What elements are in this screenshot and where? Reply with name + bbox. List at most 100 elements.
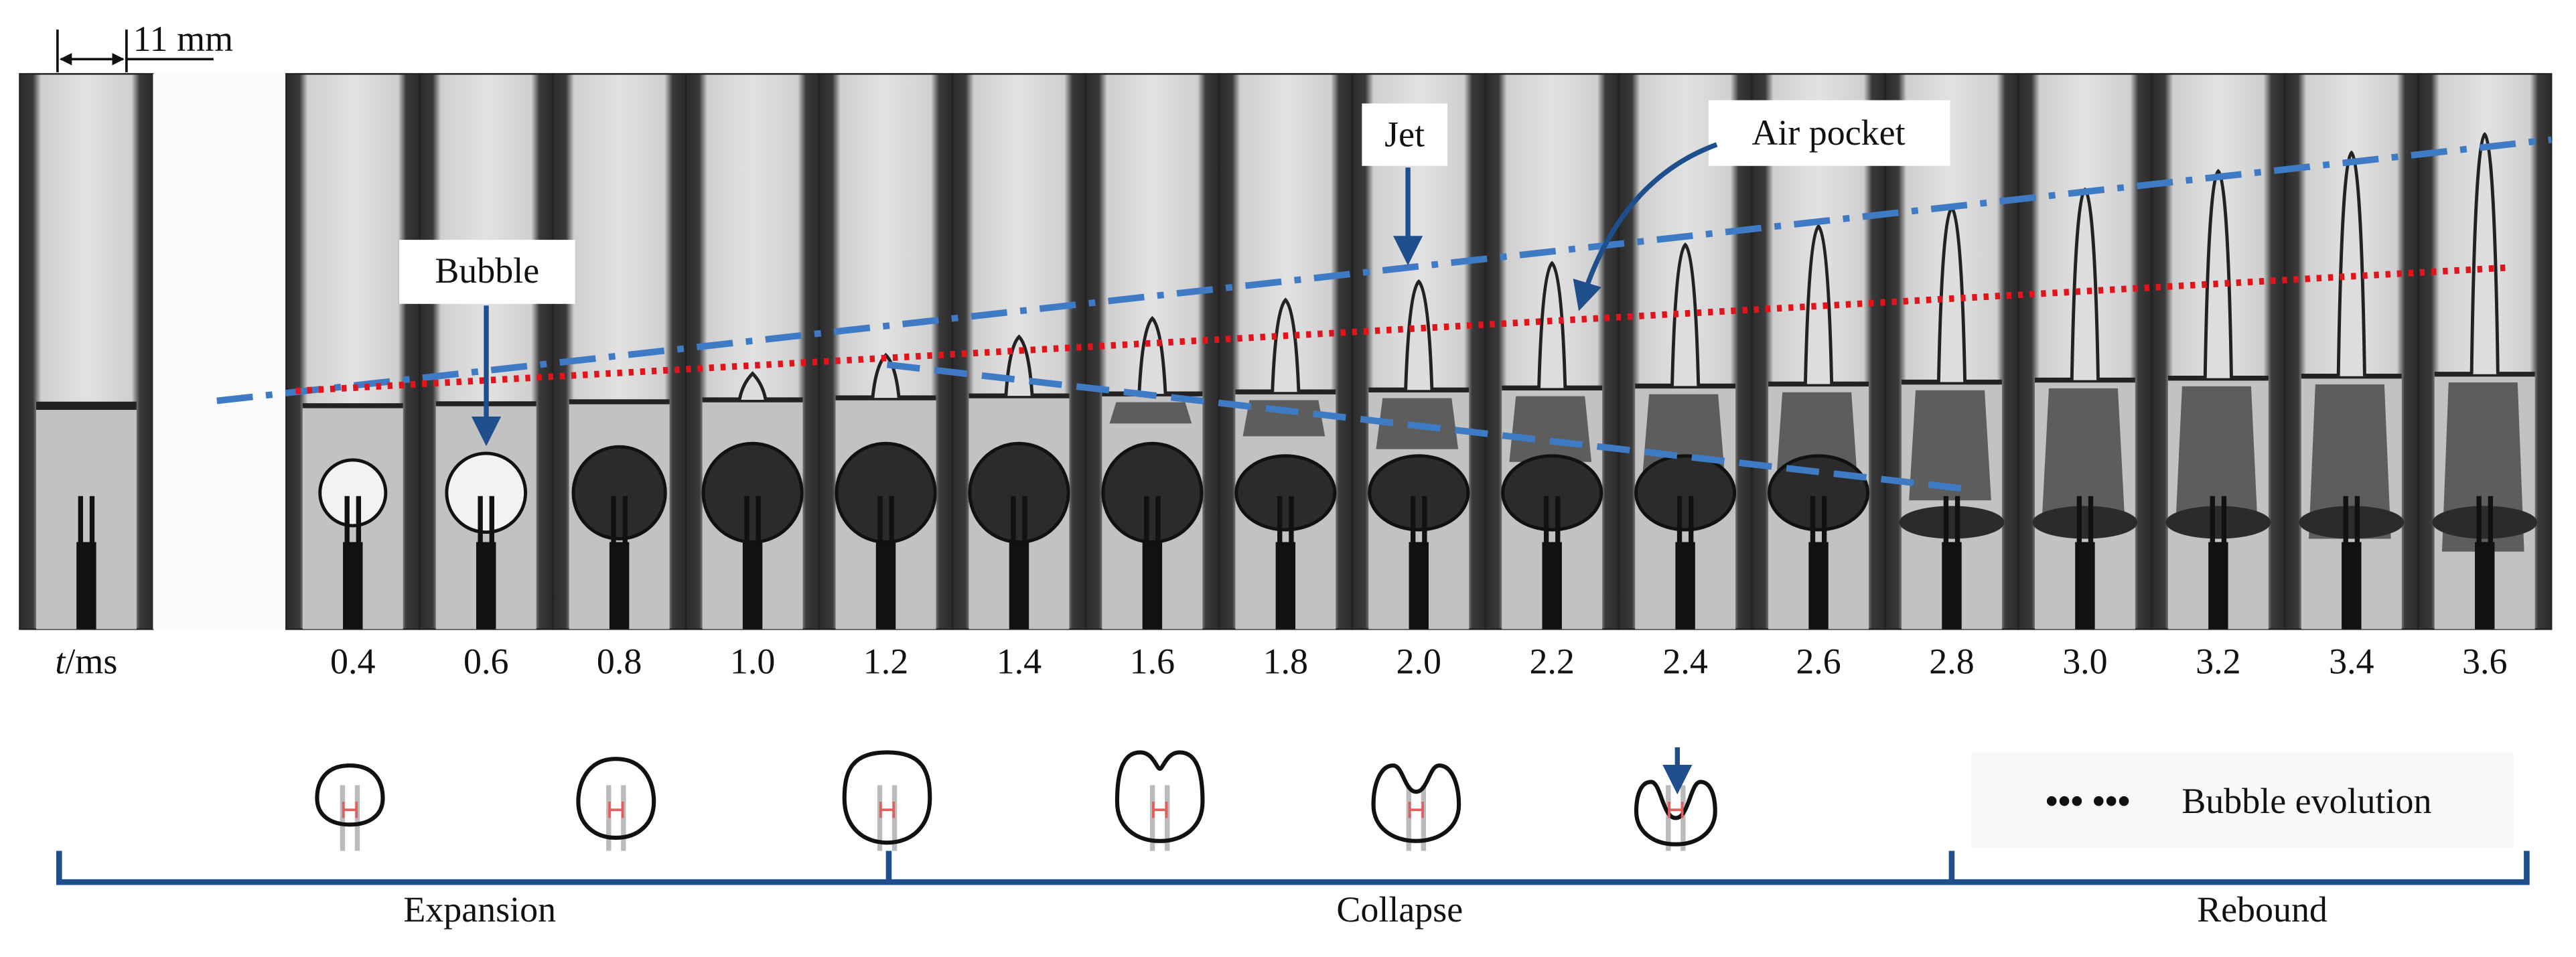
bubble [2165,506,2271,539]
bubble-sketch [1634,780,1717,846]
electrode [611,496,616,546]
electrode [2354,496,2360,546]
phase-label: Expansion [403,889,556,930]
electrode-mark [608,801,624,818]
time-tick-label: 1.4 [997,642,1042,682]
time-tick-label: 3.6 [2462,642,2507,682]
electrode [1011,496,1016,546]
time-tick-label: 1.0 [730,642,775,682]
overlay: Bubble Jet Air pocket [216,100,2552,493]
electrode [2221,496,2227,546]
time-unit: /ms [65,642,117,682]
time-tick-label: 1.2 [863,642,908,682]
bubble [1501,454,1603,532]
electrode [1810,496,1816,546]
electrode [2210,496,2215,546]
electrode [1555,496,1561,546]
needle [2075,542,2095,630]
air-pocket [1509,396,1592,462]
air-pocket [1109,402,1192,424]
legend-label: Bubble evolution [2181,781,2431,821]
jet [2336,150,2366,376]
electrode [1543,496,1549,546]
jet [1404,279,1434,390]
needle [76,542,96,630]
bubble [318,458,388,528]
air-pocket-line [295,264,2506,394]
electrode-pin [1406,785,1411,851]
time-ticks: 0.4 0.6 0.8 1.0 1.2 1.4 1.6 1.8 2.0 2.2 2.4 2.6 2.8 3… [330,642,2507,682]
air-pocket [2309,384,2391,539]
electrode-pin [1149,785,1155,851]
bubble-sketch [576,757,656,840]
electrode-pin [1165,785,1170,851]
needle [1675,542,1695,630]
needle [1942,542,1962,630]
label-box [1708,100,1950,166]
electrode [89,496,95,546]
electrode [2488,496,2493,546]
time-variable: t [55,642,66,682]
electrode [1410,496,1416,546]
bubble [1768,454,1870,532]
jet [737,371,768,400]
needle [476,542,496,630]
bubble-sketch [842,750,932,845]
electrode-pin [877,785,883,851]
frame [153,74,287,630]
bubble [445,451,528,534]
bubble-sketch [1371,763,1461,843]
needle [1275,542,1296,630]
air-pocket-label: Air pocket [1751,113,1905,153]
bubble [1234,454,1337,532]
electrode [2343,496,2348,546]
time-tick-label: 2.8 [1929,642,1974,682]
bubble [2032,506,2138,539]
air-pocket [2042,388,2125,514]
electrode [1422,496,1427,546]
electrode [489,496,494,546]
electrode-pin [354,785,360,851]
bubble [1634,454,1737,532]
air-pocket [2175,386,2258,526]
legend-bg [1971,752,2514,848]
electrode [78,496,84,546]
arrow [1573,142,1718,311]
electrode [877,496,883,546]
time-tick-label: 1.6 [1130,642,1175,682]
electrode [1155,496,1161,546]
time-tick-label: 3.4 [2329,642,2374,682]
time-axis-label: t/ms [55,642,117,682]
electrode [1821,496,1827,546]
electrode [1144,496,1149,546]
scale-bar: 11 mm [0,0,279,72]
jet [1803,224,1834,384]
bubble-top-line [886,361,1972,493]
time-tick-label: 0.6 [463,642,508,682]
time-tick-label: 3.0 [2062,642,2107,682]
jet [1537,261,1567,388]
electrode-pin [621,785,626,851]
label-box [1362,103,1447,166]
needle [2342,542,2362,630]
needle [1009,542,1029,630]
electrode-pin [1666,785,1671,851]
electrode [1689,496,1694,546]
needle [1542,542,1562,630]
electrode [344,496,350,546]
needle [742,542,763,630]
electrode [356,496,362,546]
bubble [835,441,937,544]
electrode-pin [606,785,612,851]
electrode-mark [342,801,358,818]
bubble [1368,454,1470,532]
bubble-label: Bubble [435,250,539,291]
scale-label: 11 mm [133,19,233,59]
electrode-mark [1408,801,1424,818]
needle [2475,542,2495,630]
needle [1808,542,1829,630]
label-box [399,240,575,304]
air-pocket [1242,400,1326,437]
electrode [622,496,628,546]
